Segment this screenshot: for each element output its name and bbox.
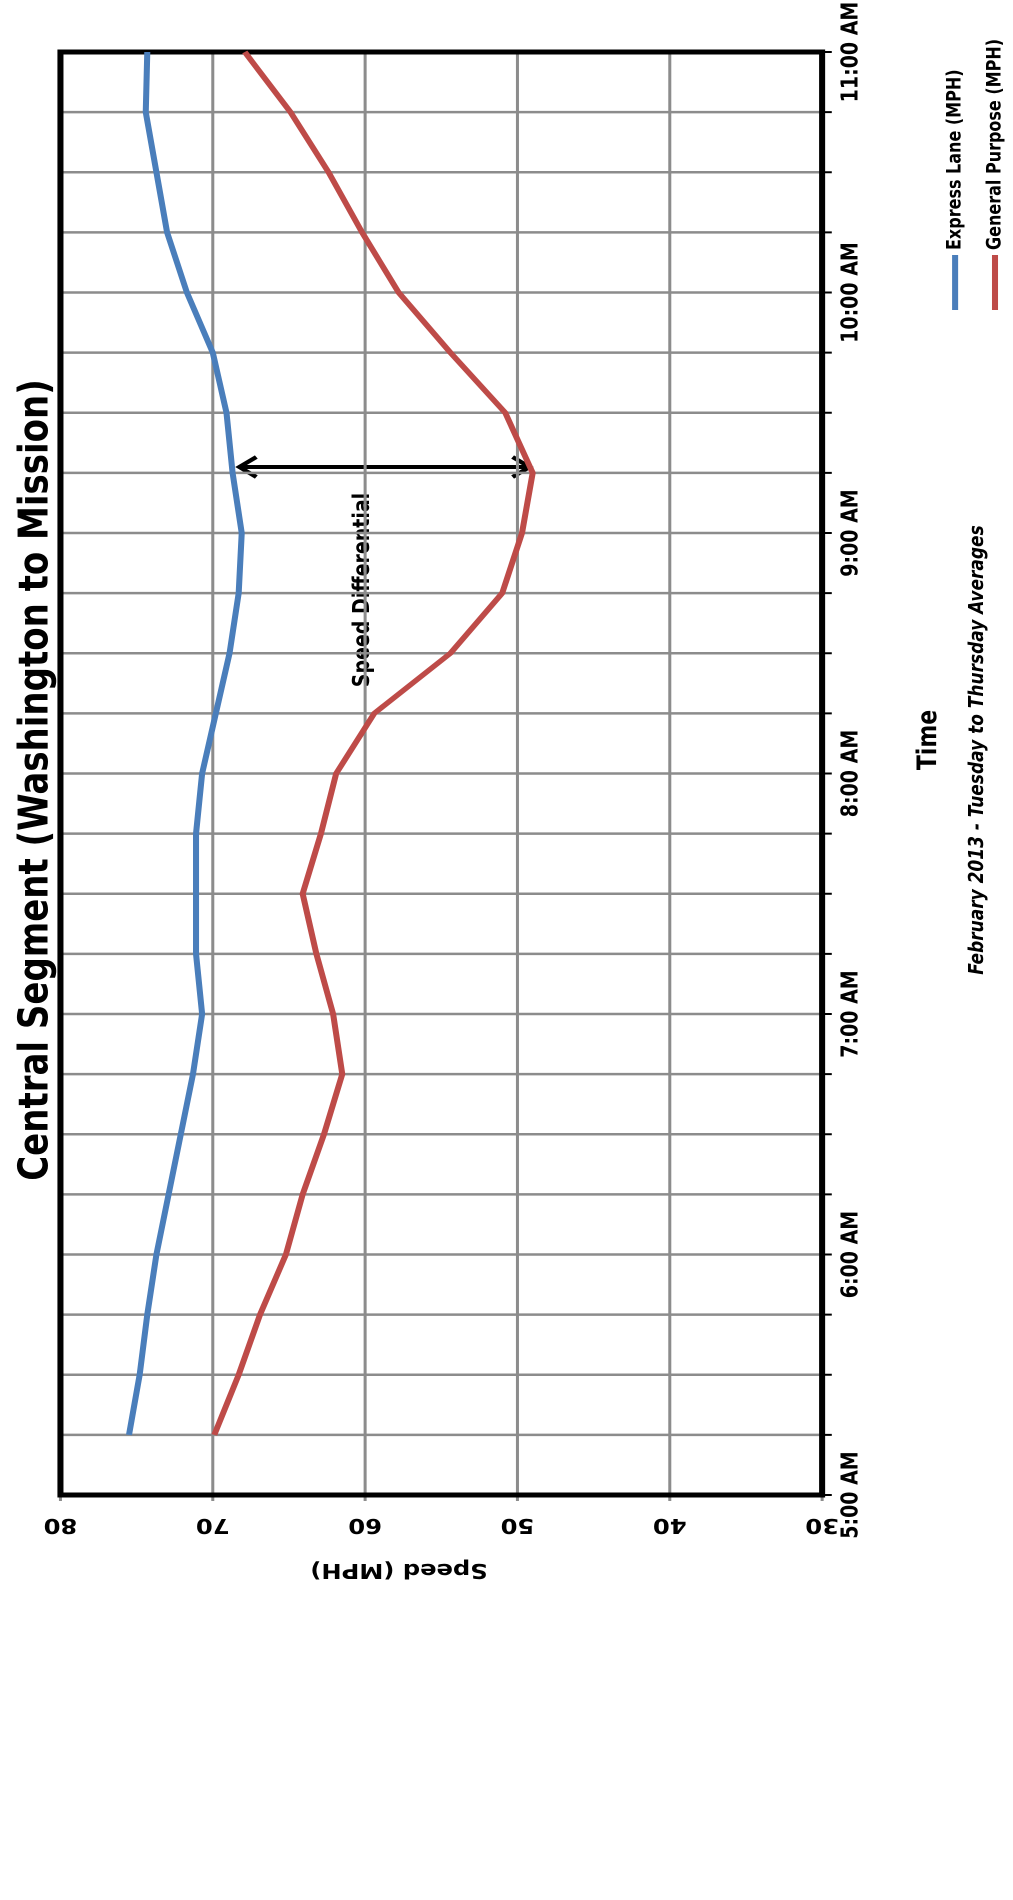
y-tick-label: 30 (805, 1514, 839, 1537)
chart-title: Central Segment (Washington to Mission) (10, 379, 58, 1181)
rotated-chart: Central Segment (Washington to Mission) … (10, 2, 1006, 1582)
legend-label: General Purpose (MPH) (984, 39, 1006, 250)
y-tick-label: 80 (44, 1514, 78, 1537)
y-tick-label: 40 (653, 1514, 687, 1537)
plot-border (57, 49, 826, 1498)
x-tick-label: 10:00 AM (836, 242, 863, 343)
x-tick-label: 7:00 AM (836, 970, 863, 1057)
data-line (126, 51, 245, 1436)
data-line (211, 50, 536, 1436)
y-tick-label: 70 (196, 1514, 230, 1537)
x-tick-label: 6:00 AM (836, 1211, 863, 1298)
x-tick-label: 11:00 AM (836, 2, 863, 103)
x-tick-label: 5:00 AM (836, 1451, 863, 1538)
x-axis-label: Time (911, 710, 943, 770)
x-tick-label: 9:00 AM (836, 489, 863, 576)
annotation: Speed Differential (347, 493, 374, 687)
x-tick-label: 8:00 AM (836, 730, 863, 817)
y-tick-label: 50 (501, 1514, 535, 1537)
legend-label: Express Lane (MPH) (944, 69, 966, 250)
y-axis-label: Speed (MPH) (310, 1559, 487, 1582)
y-tick-label: 60 (348, 1514, 382, 1537)
subtitle: February 2013 - Tuesday to Thursday Aver… (964, 525, 988, 974)
